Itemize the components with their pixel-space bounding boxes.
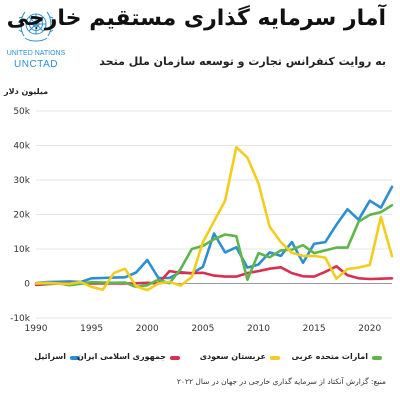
source-note: منبع: گزارش آنکتاد از سرمایه گذاری خارجی… [176,377,386,386]
logo-acronym: UNCTAD [14,59,58,70]
legend-item-uae: امارات متحده عربی [287,352,382,364]
x-tick-label: 2020 [358,324,381,334]
legend-label: عربستان سعودی [199,352,266,361]
x-tick-label: 2010 [247,324,270,334]
grid-lines [36,110,392,319]
x-tick-labels: 1990 1995 2000 2005 2010 2015 2020 [25,324,382,334]
y-axis-label: میلیون دلار [4,87,49,96]
logo-org-name: UNITED NATIONS [6,50,66,57]
y-tick-labels: -10k 0 10k 20k 30k 40k 50k [10,107,31,324]
legend-item-iran: جمهوری اسلامی ایران [77,352,180,364]
legend-label: اسرائیل [34,352,66,361]
legend-swatch [70,356,80,360]
x-tick-label: 2005 [191,324,214,334]
x-tick-label: 1995 [80,324,103,334]
series-saudi [34,145,394,292]
legend-label: امارات متحده عربی [291,352,368,361]
y-tick-label: 0 [24,280,30,290]
series-lines [34,145,394,292]
x-tick-label: 1990 [25,324,48,334]
unctad-logo: UNITED NATIONS UNCTAD [6,6,66,78]
y-tick-label: 50k [13,107,30,117]
y-tick-label: 40k [13,142,30,152]
y-tick-label: 10k [13,245,30,255]
chart-title: آمار سرمایه گذاری مستقیم خارجی [6,6,386,31]
legend-swatch [270,356,280,360]
x-tick-label: 2000 [136,324,159,334]
y-tick-label: 20k [13,211,30,221]
un-emblem-icon [17,11,55,42]
x-tick-label: 2015 [303,324,326,334]
legend-swatch [170,356,180,360]
y-tick-label: -10k [10,314,31,324]
legend-item-israel: اسرائیل [0,352,80,364]
legend-label: جمهوری اسلامی ایران [77,352,166,361]
chart-subtitle: به روایت کنفرانس تجارت و توسعه سازمان مل… [99,55,386,68]
legend-swatch [372,356,382,360]
y-tick-label: 30k [13,176,30,186]
legend-item-saudi: عربستان سعودی [185,352,280,364]
